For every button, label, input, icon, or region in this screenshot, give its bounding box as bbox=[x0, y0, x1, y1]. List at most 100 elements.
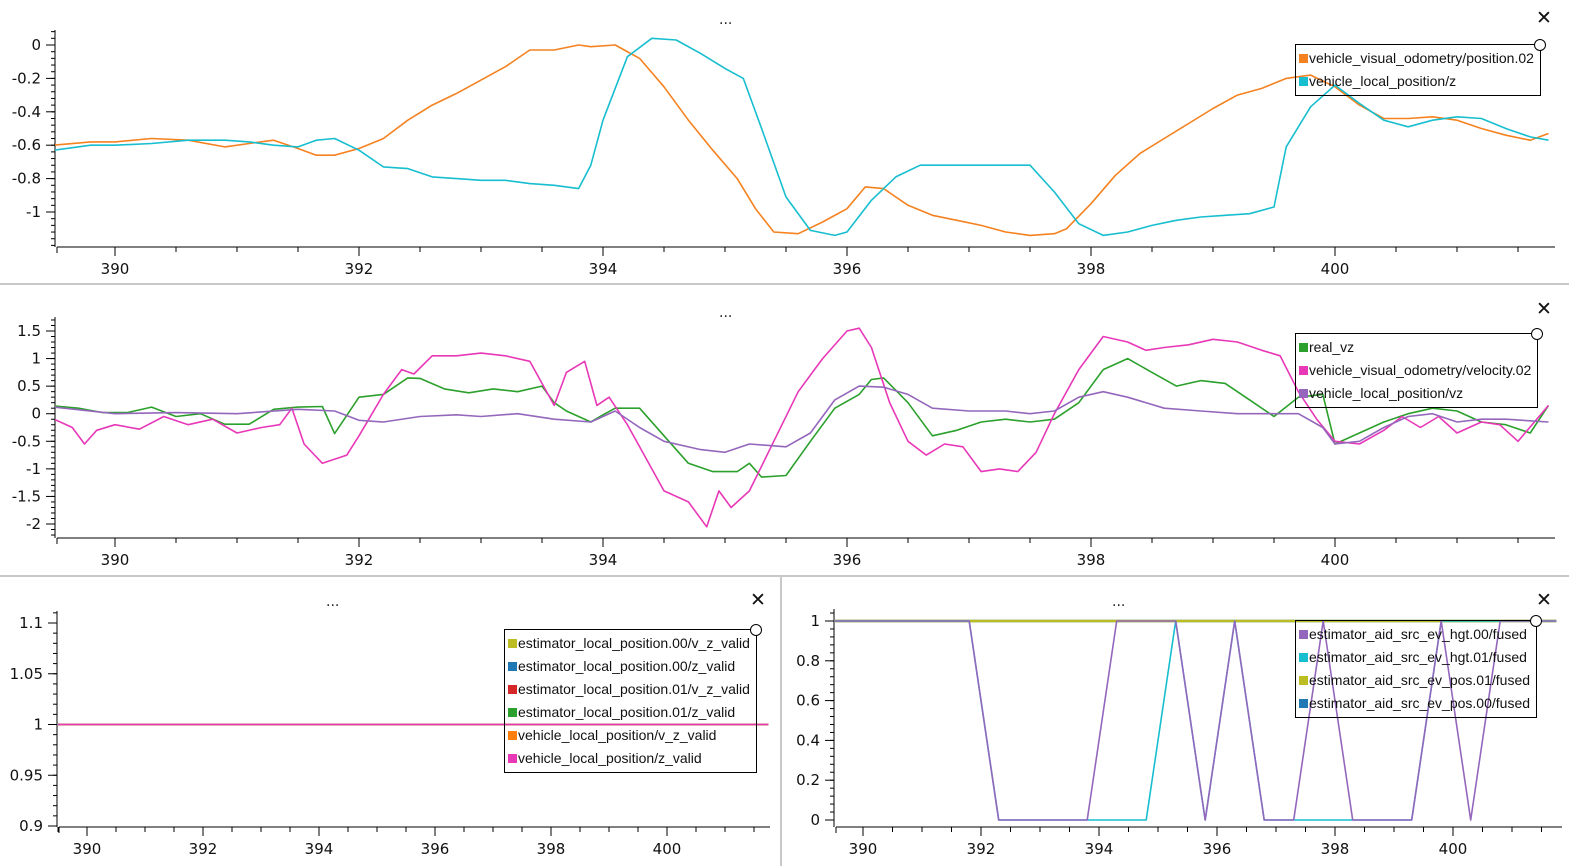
series-line bbox=[55, 385, 1549, 454]
panel-menu-dots[interactable]: ... bbox=[1112, 594, 1126, 610]
y-tick-label: -1.5 bbox=[12, 487, 41, 505]
x-tick-label: 400 bbox=[1321, 260, 1350, 278]
legend-swatch bbox=[508, 685, 517, 694]
plot-legend[interactable]: real_vz vehicle_visual_odometry/velocity.… bbox=[1295, 328, 1544, 408]
legend-item[interactable]: real_vz bbox=[1299, 336, 1531, 359]
y-tick-label: -1 bbox=[26, 460, 41, 478]
legend-label: estimator_local_position.01/z_valid bbox=[518, 704, 736, 720]
panel-divider-vertical[interactable] bbox=[780, 577, 782, 866]
x-tick-label: 390 bbox=[73, 840, 102, 858]
x-tick-label: 396 bbox=[421, 840, 450, 858]
legend-drag-handle[interactable] bbox=[749, 624, 762, 636]
panel-divider-1[interactable] bbox=[0, 283, 1569, 285]
x-tick-label: 392 bbox=[967, 840, 996, 858]
panel-menu-dots[interactable]: ... bbox=[719, 305, 733, 321]
y-tick-label: -0.8 bbox=[12, 170, 41, 188]
close-icon[interactable]: ✕ bbox=[1536, 298, 1552, 320]
legend-item[interactable]: estimator_aid_src_ev_hgt.00/fused bbox=[1299, 623, 1530, 646]
y-tick-label: 1 bbox=[33, 716, 43, 734]
legend-item[interactable]: estimator_local_position.00/v_z_valid bbox=[508, 632, 750, 655]
legend-label: estimator_local_position.00/v_z_valid bbox=[518, 635, 750, 651]
close-icon[interactable]: ✕ bbox=[750, 589, 766, 611]
plot-canvas-bottom-right[interactable]: 1 0.8 0.6 0.4 0.2 0 390 392 394 396 398 400 bbox=[782, 577, 1569, 866]
plot-panel-top[interactable]: 0 -0.2 -0.4 -0.6 -0.8 -1 390 392 394 396 398 400 ..… bbox=[0, 0, 1569, 283]
x-tick-label: 392 bbox=[345, 551, 374, 569]
legend-label: vehicle_visual_odometry/position.02 bbox=[1309, 50, 1534, 66]
legend-label: real_vz bbox=[1309, 339, 1355, 355]
series-line bbox=[834, 620, 1557, 821]
legend-label: estimator_aid_src_ev_pos.01/fused bbox=[1309, 672, 1531, 688]
x-tick-label: 394 bbox=[589, 260, 618, 278]
plot-canvas-top[interactable]: 0 -0.2 -0.4 -0.6 -0.8 -1 390 392 394 396 398 400 bbox=[0, 0, 1569, 283]
y-tick-label: 1 bbox=[31, 350, 41, 368]
y-tick-label: -0.2 bbox=[12, 69, 41, 87]
legend-item[interactable]: estimator_local_position.01/z_valid bbox=[508, 701, 750, 724]
legend-item[interactable]: estimator_aid_src_ev_pos.01/fused bbox=[1299, 669, 1530, 692]
legend-label: vehicle_local_position/v_z_valid bbox=[518, 727, 717, 743]
legend-item[interactable]: vehicle_local_position/vz bbox=[1299, 382, 1531, 405]
series-line bbox=[55, 327, 1550, 528]
series-line bbox=[55, 37, 1549, 237]
legend-item[interactable]: vehicle_visual_odometry/position.02 bbox=[1299, 47, 1534, 70]
legend-drag-handle[interactable] bbox=[1533, 39, 1546, 51]
legend-label: vehicle_local_position/z_valid bbox=[518, 750, 702, 766]
x-tick-label: 396 bbox=[1203, 840, 1232, 858]
legend-label: estimator_local_position.01/v_z_valid bbox=[518, 681, 750, 697]
legend-item[interactable]: vehicle_local_position/z bbox=[1299, 70, 1534, 93]
legend-drag-handle[interactable] bbox=[1530, 615, 1543, 627]
x-tick-label: 398 bbox=[537, 840, 566, 858]
y-tick-label: 1.5 bbox=[17, 322, 41, 340]
legend-drag-handle[interactable] bbox=[1531, 328, 1544, 340]
legend-item[interactable]: vehicle_visual_odometry/velocity.02 bbox=[1299, 359, 1531, 382]
x-tick-label: 400 bbox=[1439, 840, 1468, 858]
close-icon[interactable]: ✕ bbox=[1536, 589, 1552, 611]
legend-swatch bbox=[508, 662, 517, 671]
plot-panel-bottom-left[interactable]: 1.1 1.05 1 0.95 0.9 390 392 394 396 398 400 ... ✕ … bbox=[0, 577, 780, 866]
legend-item[interactable]: estimator_aid_src_ev_hgt.01/fused bbox=[1299, 646, 1530, 669]
x-tick-label: 390 bbox=[101, 551, 130, 569]
legend-swatch bbox=[508, 708, 517, 717]
y-tick-label: -0.4 bbox=[12, 103, 41, 121]
legend-item[interactable]: vehicle_local_position/v_z_valid bbox=[508, 724, 750, 747]
y-tick-label: 0 bbox=[31, 405, 41, 423]
y-tick-label: -2 bbox=[26, 515, 41, 533]
plot-canvas-middle[interactable]: 1.5 1 0.5 0 -0.5 -1 -1.5 -2 390 392 394 396 398 400 bbox=[0, 285, 1569, 575]
close-icon[interactable]: ✕ bbox=[1536, 7, 1552, 29]
plot-panel-bottom-right[interactable]: 1 0.8 0.6 0.4 0.2 0 390 392 394 396 398 400 ... ✕ e… bbox=[782, 577, 1569, 866]
plot-canvas-bottom-left[interactable]: 1.1 1.05 1 0.95 0.9 390 392 394 396 398 400 bbox=[0, 577, 780, 866]
y-tick-label: 0.8 bbox=[796, 652, 820, 670]
legend-swatch bbox=[1299, 389, 1308, 398]
legend-item[interactable]: estimator_local_position.00/z_valid bbox=[508, 655, 750, 678]
x-tick-label: 400 bbox=[653, 840, 682, 858]
x-tick-label: 392 bbox=[189, 840, 218, 858]
y-tick-label: 1.1 bbox=[19, 614, 43, 632]
legend-label: estimator_aid_src_ev_hgt.00/fused bbox=[1309, 626, 1527, 642]
legend-swatch bbox=[1299, 77, 1308, 86]
x-tick-label: 398 bbox=[1077, 260, 1106, 278]
plot-panel-middle[interactable]: 1.5 1 0.5 0 -0.5 -1 -1.5 -2 390 392 394 396 398 400 .… bbox=[0, 285, 1569, 575]
y-tick-label: -0.6 bbox=[12, 136, 41, 154]
x-tick-label: 398 bbox=[1321, 840, 1350, 858]
x-tick-label: 392 bbox=[345, 260, 374, 278]
legend-item[interactable]: vehicle_local_position/z_valid bbox=[508, 747, 750, 770]
legend-swatch bbox=[508, 639, 517, 648]
y-tick-label: 1 bbox=[810, 612, 820, 630]
legend-item[interactable]: estimator_aid_src_ev_pos.00/fused bbox=[1299, 692, 1530, 715]
series-line bbox=[55, 44, 1549, 237]
panel-menu-dots[interactable]: ... bbox=[326, 594, 340, 610]
y-tick-label: 0.6 bbox=[796, 692, 820, 710]
y-tick-label: 0.9 bbox=[19, 817, 43, 835]
y-tick-label: 0 bbox=[810, 811, 820, 829]
legend-swatch bbox=[1299, 343, 1308, 352]
panel-divider-2[interactable] bbox=[0, 575, 1569, 577]
legend-item[interactable]: estimator_local_position.01/v_z_valid bbox=[508, 678, 750, 701]
x-tick-label: 394 bbox=[305, 840, 334, 858]
legend-label: estimator_aid_src_ev_hgt.01/fused bbox=[1309, 649, 1527, 665]
y-tick-label: 0.95 bbox=[10, 766, 43, 784]
panel-menu-dots[interactable]: ... bbox=[719, 12, 733, 28]
y-tick-label: 0.2 bbox=[796, 771, 820, 789]
legend-label: vehicle_local_position/vz bbox=[1309, 385, 1464, 401]
